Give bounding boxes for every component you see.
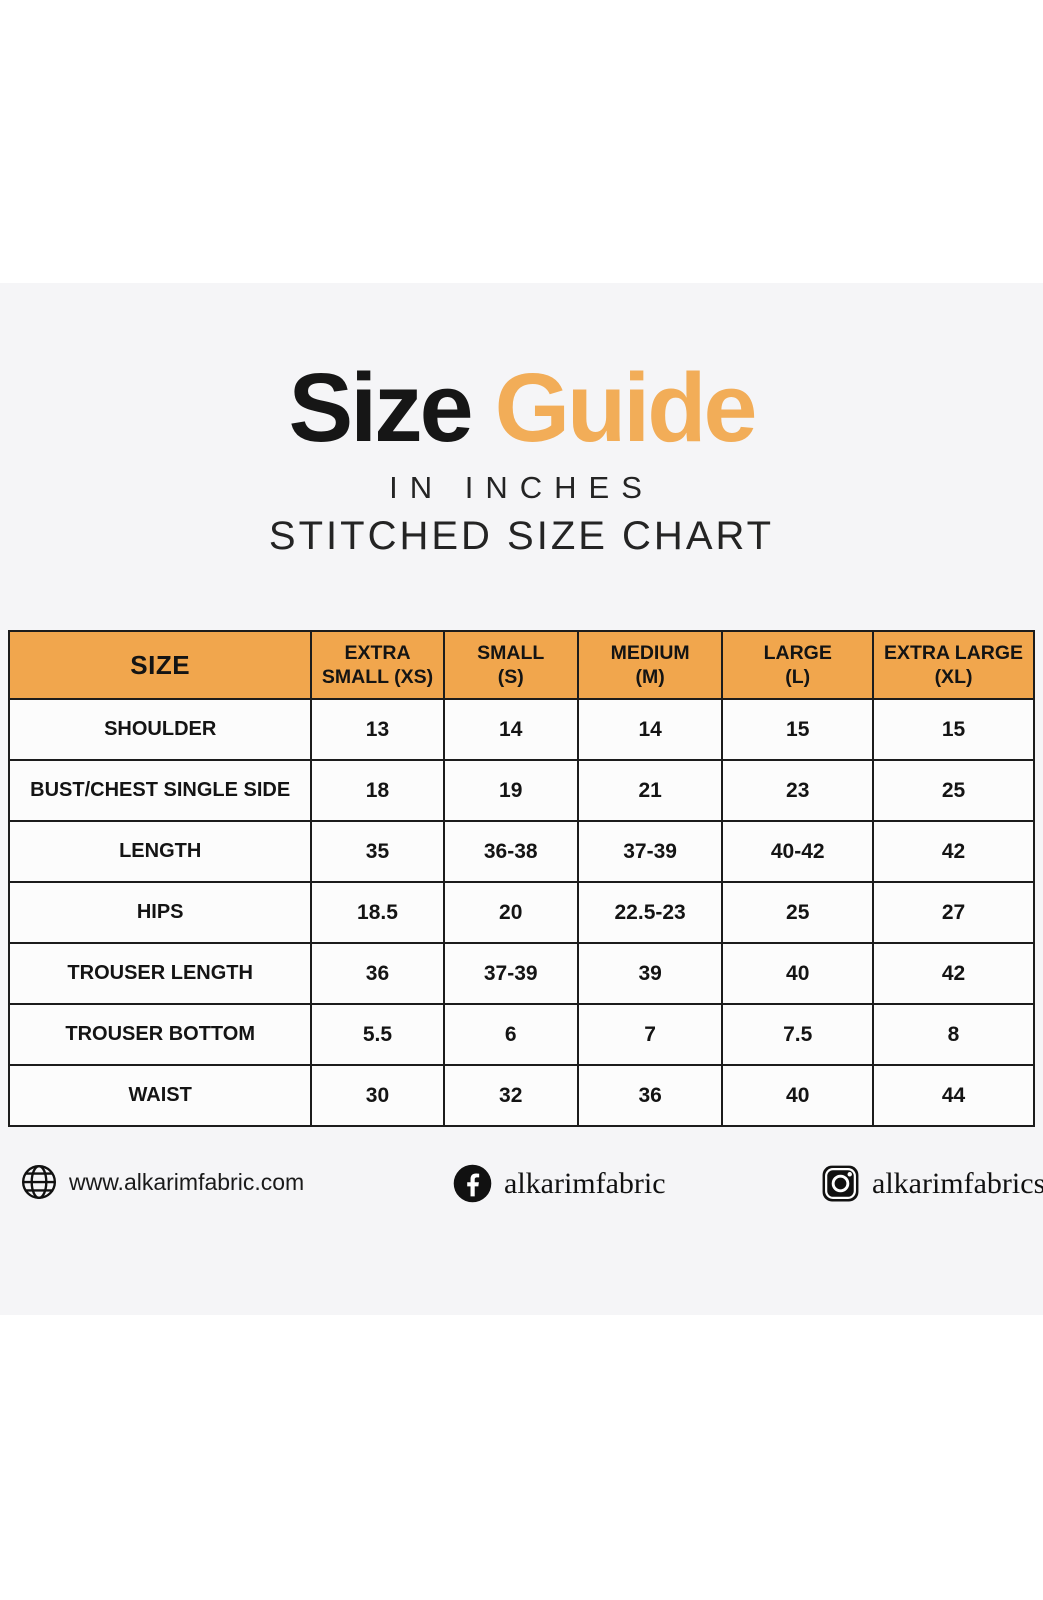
value-cell: 36 — [576, 1064, 724, 1127]
size-chart-table: SIZE EXTRA SMALL (XS) SMALL (S) MEDIUM (… — [7, 630, 1035, 1127]
value-cell: 35 — [310, 820, 445, 883]
facebook-icon — [452, 1163, 493, 1204]
value-cell: 7.5 — [721, 1003, 875, 1066]
value-cell: 40 — [721, 1064, 875, 1127]
value-cell: 27 — [872, 881, 1035, 944]
value-cell: 37-39 — [442, 942, 579, 1005]
column-header-size: SIZE — [7, 630, 313, 700]
value-cell: 6 — [442, 1003, 579, 1066]
value-cell: 7 — [576, 1003, 724, 1066]
value-cell: 40 — [721, 942, 875, 1005]
header-row: SIZE EXTRA SMALL (XS) SMALL (S) MEDIUM (… — [7, 630, 1035, 700]
value-cell: 23 — [721, 759, 875, 822]
row-label-hips: HIPS — [7, 881, 313, 944]
value-cell: 18 — [310, 759, 445, 822]
page-title: Size Guide — [0, 359, 1043, 456]
website-link[interactable]: www.alkarimfabric.com — [20, 1163, 304, 1201]
table-row-shoulder: SHOULDER 13 14 14 15 15 — [7, 698, 1035, 761]
subtitle-stitched-size-chart: STITCHED SIZE CHART — [268, 514, 775, 558]
row-label-waist: WAIST — [7, 1064, 313, 1127]
value-cell: 5.5 — [310, 1003, 445, 1066]
row-label-trouser-length: TROUSER LENGTH — [7, 942, 313, 1005]
value-cell: 42 — [872, 820, 1035, 883]
value-cell: 18.5 — [310, 881, 445, 944]
subtitle-in-inches: IN INCHES — [389, 470, 654, 505]
value-cell: 8 — [872, 1003, 1035, 1066]
row-label-shoulder: SHOULDER — [7, 698, 313, 761]
value-cell: 39 — [576, 942, 724, 1005]
value-cell: 22.5-23 — [576, 881, 724, 944]
title-word-guide: Guide — [494, 353, 758, 462]
row-label-trouser-bottom: TROUSER BOTTOM — [7, 1003, 313, 1066]
table-row-length: LENGTH 35 36-38 37-39 40-42 42 — [7, 820, 1035, 883]
row-label-bust-chest: BUST/CHEST SINGLE SIDE — [7, 759, 313, 822]
column-header-medium: MEDIUM (M) — [576, 630, 724, 700]
value-cell: 30 — [310, 1064, 445, 1127]
value-cell: 44 — [872, 1064, 1035, 1127]
column-header-small: SMALL (S) — [442, 630, 579, 700]
value-cell: 14 — [576, 698, 724, 761]
value-cell: 40-42 — [721, 820, 875, 883]
value-cell: 14 — [442, 698, 579, 761]
size-guide-panel: Size Guide IN INCHES STITCHED SIZE CHART… — [0, 283, 1043, 1315]
table-row-hips: HIPS 18.5 20 22.5-23 25 27 — [7, 881, 1035, 944]
value-cell: 32 — [442, 1064, 579, 1127]
value-cell: 15 — [721, 698, 875, 761]
value-cell: 25 — [872, 759, 1035, 822]
table-row-trouser-bottom: TROUSER BOTTOM 5.5 6 7 7.5 8 — [7, 1003, 1035, 1066]
value-cell: 19 — [442, 759, 579, 822]
value-cell: 20 — [442, 881, 579, 944]
instagram-icon — [820, 1163, 861, 1204]
value-cell: 25 — [721, 881, 875, 944]
instagram-link[interactable]: alkarimfabrics — [820, 1163, 1043, 1204]
value-cell: 36 — [310, 942, 445, 1005]
globe-icon — [20, 1163, 58, 1201]
facebook-handle-text: alkarimfabric — [504, 1166, 666, 1200]
title-block: Size Guide IN INCHES STITCHED SIZE CHART — [0, 359, 1043, 559]
value-cell: 42 — [872, 942, 1035, 1005]
value-cell: 15 — [872, 698, 1035, 761]
table-row-trouser-length: TROUSER LENGTH 36 37-39 39 40 42 — [7, 942, 1035, 1005]
value-cell: 21 — [576, 759, 724, 822]
value-cell: 13 — [310, 698, 445, 761]
facebook-link[interactable]: alkarimfabric — [452, 1163, 666, 1204]
column-header-extra-large: EXTRA LARGE (XL) — [872, 630, 1035, 700]
column-header-extra-small: EXTRA SMALL (XS) — [310, 630, 445, 700]
row-label-length: LENGTH — [7, 820, 313, 883]
instagram-handle-text: alkarimfabrics — [872, 1166, 1043, 1200]
website-url-text: www.alkarimfabric.com — [69, 1168, 305, 1195]
table-row-bust-chest: BUST/CHEST SINGLE SIDE 18 19 21 23 25 — [7, 759, 1035, 822]
value-cell: 36-38 — [442, 820, 579, 883]
value-cell: 37-39 — [576, 820, 724, 883]
table-row-waist: WAIST 30 32 36 40 44 — [7, 1064, 1035, 1127]
title-word-size: Size — [288, 353, 474, 462]
column-header-large: LARGE (L) — [721, 630, 875, 700]
